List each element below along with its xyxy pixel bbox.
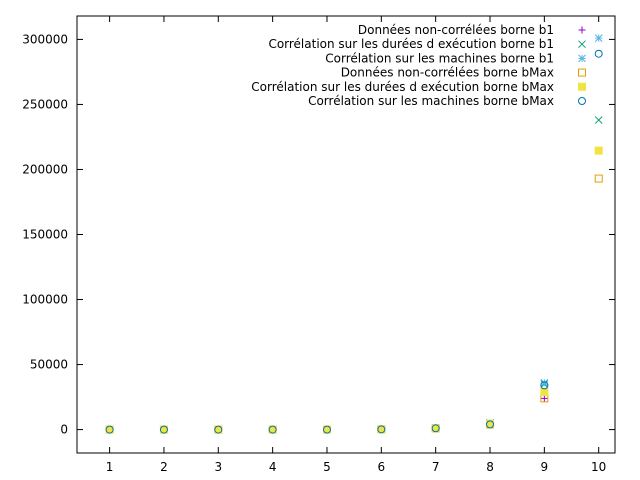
- legend-marker: [578, 54, 586, 63]
- x-tick-label: 8: [486, 460, 494, 474]
- legend-marker: [578, 26, 586, 34]
- x-tick-label: 10: [591, 460, 606, 474]
- legend-label: Corrélation sur les durées d exécution b…: [251, 80, 554, 94]
- legend: Données non-corrélées borne b1Corrélatio…: [251, 23, 586, 108]
- y-tick-label: 150000: [22, 228, 68, 242]
- y-tick-label: 200000: [22, 162, 68, 176]
- data-point-series-6: [159, 425, 168, 434]
- data-point-series-6: [431, 424, 440, 433]
- data-point-series-4: [594, 174, 603, 183]
- legend-marker: [578, 97, 586, 105]
- legend-marker: [578, 82, 586, 91]
- legend-marker: [578, 68, 586, 77]
- data-point-series-6: [486, 420, 495, 429]
- y-tick-label: 250000: [22, 97, 68, 111]
- data-point-series-6: [105, 425, 114, 434]
- data-point-series-1: [540, 394, 548, 402]
- legend-marker: [578, 40, 586, 49]
- data-point-series-6: [540, 381, 549, 390]
- legend-label: Corrélation sur les machines borne b1: [325, 51, 554, 65]
- data-point-series-3: [594, 34, 603, 42]
- y-tick-label: 50000: [30, 358, 68, 372]
- legend-label: Données non-corrélées borne bMax: [341, 66, 554, 80]
- legend-label: Corrélation sur les machines borne bMax: [308, 94, 554, 108]
- x-tick-label: 6: [378, 460, 386, 474]
- y-tick-label: 0: [60, 423, 68, 437]
- x-tick-label: 3: [214, 460, 222, 474]
- y-tick-label: 100000: [22, 293, 68, 307]
- y-axis: 0 50000 100000 150000 200000 250000 300000: [22, 32, 615, 437]
- data-point-series-2: [594, 116, 603, 124]
- data-points: [105, 34, 603, 434]
- x-tick-label: 1: [106, 460, 114, 474]
- x-tick-label: 7: [432, 460, 440, 474]
- data-point-series-6: [594, 49, 603, 58]
- x-axis: 1 2 3 4 5 6 7 8 9 10: [106, 16, 606, 474]
- legend-label: Données non-corrélées borne b1: [358, 23, 554, 37]
- x-tick-label: 2: [160, 460, 168, 474]
- data-point-series-5: [594, 146, 603, 155]
- data-point-series-6: [214, 425, 223, 434]
- data-point-series-6: [322, 425, 331, 434]
- data-point-series-6: [268, 425, 277, 434]
- x-tick-label: 5: [323, 460, 331, 474]
- x-tick-label: 4: [269, 460, 277, 474]
- x-tick-label: 9: [541, 460, 549, 474]
- legend-label: Corrélation sur les durées d exécution b…: [268, 37, 554, 51]
- data-point-series-5: [540, 387, 549, 396]
- y-tick-label: 300000: [22, 32, 68, 46]
- data-point-series-6: [377, 425, 386, 434]
